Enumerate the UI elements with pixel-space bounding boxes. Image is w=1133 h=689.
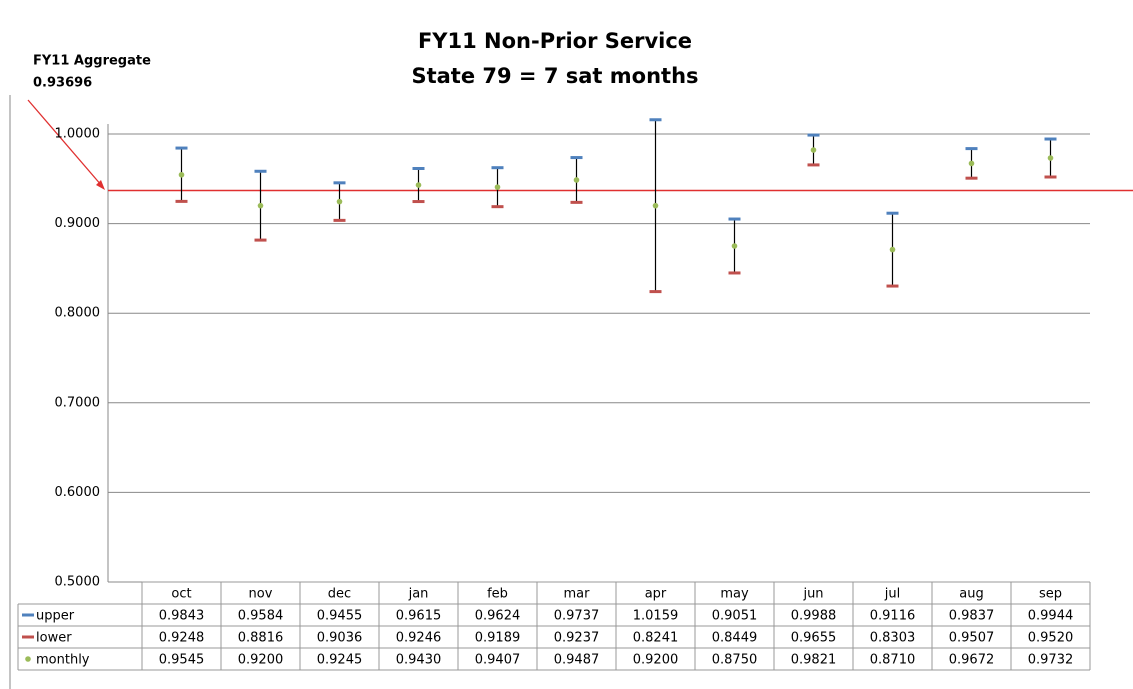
monthly-marker bbox=[1047, 155, 1054, 161]
table-cell: 1.0159 bbox=[633, 609, 679, 624]
annotation-value: 0.93696 bbox=[33, 76, 92, 91]
table-cell: 0.8449 bbox=[712, 631, 758, 646]
monthly-marker bbox=[810, 147, 817, 153]
x-tick-label: aug bbox=[959, 587, 983, 602]
annotation-arrowhead bbox=[96, 180, 105, 190]
monthly-marker bbox=[257, 202, 264, 209]
monthly-marker bbox=[336, 198, 343, 205]
y-tick-label: 0.9000 bbox=[55, 216, 101, 231]
monthly-marker bbox=[968, 160, 975, 167]
monthly-marker bbox=[731, 243, 738, 249]
table-cell: 0.9200 bbox=[238, 653, 284, 668]
table-cell: 0.9036 bbox=[317, 631, 363, 646]
table-cell: 0.9200 bbox=[633, 653, 679, 668]
monthly-marker bbox=[415, 182, 422, 188]
x-tick-label: sep bbox=[1039, 587, 1062, 602]
y-tick-label: 0.8000 bbox=[55, 306, 101, 321]
table-cell: 0.9237 bbox=[554, 631, 600, 646]
chart-title: FY11 Non-Prior Service bbox=[418, 29, 692, 53]
annotation-arrow bbox=[27, 99, 103, 187]
table-cell: 0.9672 bbox=[949, 653, 995, 668]
table-cell: 0.9624 bbox=[475, 609, 521, 624]
y-tick-label: 0.6000 bbox=[55, 485, 101, 500]
legend-label: upper bbox=[36, 609, 75, 624]
x-tick-label: may bbox=[720, 587, 749, 602]
table-cell: 0.8710 bbox=[870, 653, 916, 668]
table-cell: 0.9507 bbox=[949, 631, 995, 646]
x-tick-label: dec bbox=[328, 587, 351, 602]
chart-subtitle: State 79 = 7 sat months bbox=[411, 64, 698, 88]
table-cell: 0.9189 bbox=[475, 631, 521, 646]
table-cell: 0.9051 bbox=[712, 609, 758, 624]
table-cell: 0.9837 bbox=[949, 609, 995, 624]
table-cell: 0.8241 bbox=[633, 631, 679, 646]
table-cell: 0.9584 bbox=[238, 609, 284, 624]
x-tick-label: nov bbox=[249, 587, 273, 602]
table-cell: 0.9737 bbox=[554, 609, 600, 624]
table-cell: 0.9245 bbox=[317, 653, 363, 668]
table-cell: 0.9520 bbox=[1028, 631, 1074, 646]
table-cell: 0.9821 bbox=[791, 653, 837, 668]
x-tick-label: jun bbox=[802, 587, 823, 602]
legend-label: monthly bbox=[36, 653, 90, 668]
table-cell: 0.9988 bbox=[791, 609, 837, 624]
legend-key bbox=[25, 656, 31, 662]
y-tick-label: 1.0000 bbox=[55, 127, 101, 142]
table-cell: 0.8303 bbox=[870, 631, 916, 646]
table-cell: 0.9455 bbox=[317, 609, 363, 624]
table-cell: 0.9407 bbox=[475, 653, 521, 668]
monthly-marker bbox=[178, 171, 185, 178]
table-cell: 0.9430 bbox=[396, 653, 442, 668]
table-cell: 0.9655 bbox=[791, 631, 837, 646]
y-tick-label: 0.7000 bbox=[55, 395, 101, 410]
table-cell: 0.9732 bbox=[1028, 653, 1074, 668]
table-cell: 0.9248 bbox=[159, 631, 205, 646]
table-cell: 0.9246 bbox=[396, 631, 442, 646]
table-cell: 0.9545 bbox=[159, 653, 205, 668]
monthly-marker bbox=[494, 184, 501, 190]
table-cell: 0.8816 bbox=[238, 631, 284, 646]
monthly-marker bbox=[652, 202, 659, 209]
table-cell: 0.9487 bbox=[554, 653, 600, 668]
monthly-marker bbox=[889, 246, 896, 253]
table-cell: 0.9843 bbox=[159, 609, 205, 624]
x-tick-label: apr bbox=[645, 587, 667, 602]
x-tick-label: feb bbox=[487, 587, 508, 602]
table-cell: 0.9615 bbox=[396, 609, 442, 624]
x-tick-label: mar bbox=[564, 587, 591, 602]
table-cell: 0.9944 bbox=[1028, 609, 1074, 624]
legend-label: lower bbox=[36, 631, 72, 646]
x-tick-label: jul bbox=[884, 587, 900, 602]
monthly-marker bbox=[573, 177, 580, 183]
table-cell: 0.9116 bbox=[870, 609, 916, 624]
x-tick-label: oct bbox=[171, 587, 191, 602]
y-tick-label: 0.5000 bbox=[55, 575, 101, 590]
x-tick-label: jan bbox=[408, 587, 429, 602]
annotation-label: FY11 Aggregate bbox=[33, 54, 151, 69]
table-cell: 0.8750 bbox=[712, 653, 758, 668]
